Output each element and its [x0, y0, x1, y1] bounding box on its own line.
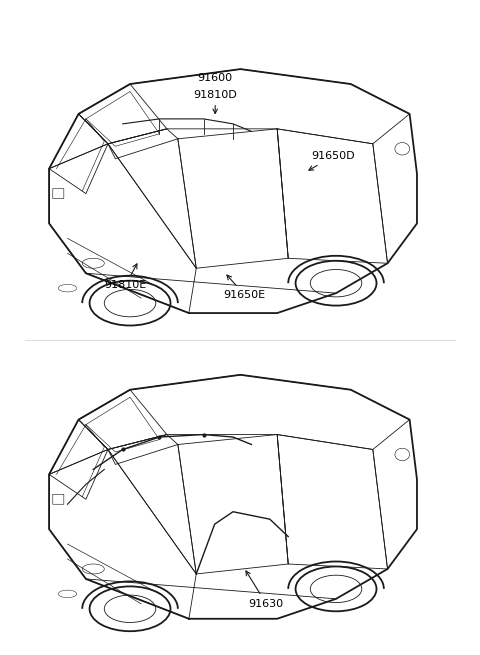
Text: 91650D: 91650D [309, 151, 355, 170]
Text: 91810D: 91810D [193, 90, 237, 113]
Text: 91600: 91600 [198, 73, 233, 83]
Text: 91810E: 91810E [104, 264, 146, 290]
Text: 91650E: 91650E [224, 275, 266, 300]
Text: 91630: 91630 [246, 571, 284, 608]
